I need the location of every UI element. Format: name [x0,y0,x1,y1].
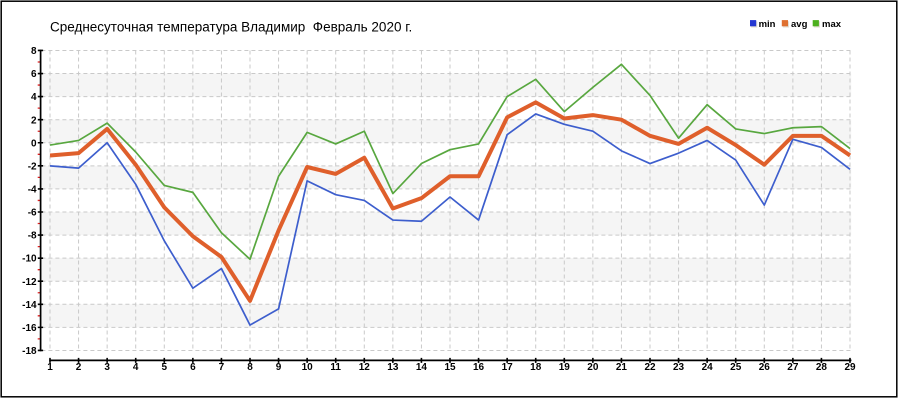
svg-text:22: 22 [644,362,656,373]
svg-text:21: 21 [616,362,628,373]
svg-text:5: 5 [162,362,168,373]
svg-text:-14: -14 [22,300,37,311]
svg-text:2: 2 [76,362,82,373]
svg-text:8: 8 [247,362,253,373]
svg-text:-16: -16 [22,323,37,334]
svg-text:17: 17 [502,362,514,373]
svg-text:26: 26 [759,362,771,373]
svg-text:Среднесуточная температура Вла: Среднесуточная температура Владимир Февр… [50,20,412,35]
svg-text:-12: -12 [22,277,37,288]
svg-text:29: 29 [844,362,856,373]
svg-text:-6: -6 [28,208,37,219]
svg-text:19: 19 [559,362,571,373]
svg-text:16: 16 [473,362,485,373]
svg-text:min: min [759,19,776,30]
svg-text:6: 6 [31,69,37,80]
svg-text:28: 28 [816,362,828,373]
svg-text:4: 4 [133,362,139,373]
svg-text:10: 10 [302,362,314,373]
svg-text:-2: -2 [28,161,37,172]
svg-text:23: 23 [673,362,685,373]
svg-text:-18: -18 [22,346,37,357]
svg-text:11: 11 [330,362,341,373]
svg-text:7: 7 [219,362,225,373]
svg-text:15: 15 [444,362,456,373]
svg-text:4: 4 [31,92,37,103]
svg-text:24: 24 [702,362,714,373]
svg-text:13: 13 [387,362,399,373]
svg-text:max: max [822,19,842,30]
svg-text:27: 27 [787,362,799,373]
svg-text:25: 25 [730,362,742,373]
svg-text:9: 9 [276,362,282,373]
svg-text:2: 2 [31,115,37,126]
svg-text:1: 1 [47,362,53,373]
svg-text:8: 8 [31,46,37,57]
svg-text:-4: -4 [28,185,37,196]
svg-text:20: 20 [587,362,599,373]
svg-text:18: 18 [530,362,542,373]
svg-text:14: 14 [416,362,428,373]
svg-text:avg: avg [791,19,808,30]
svg-text:-8: -8 [28,231,37,242]
svg-text:0: 0 [31,138,37,149]
svg-text:3: 3 [104,362,110,373]
svg-text:12: 12 [359,362,371,373]
svg-text:6: 6 [190,362,196,373]
svg-text:-10: -10 [22,254,37,265]
